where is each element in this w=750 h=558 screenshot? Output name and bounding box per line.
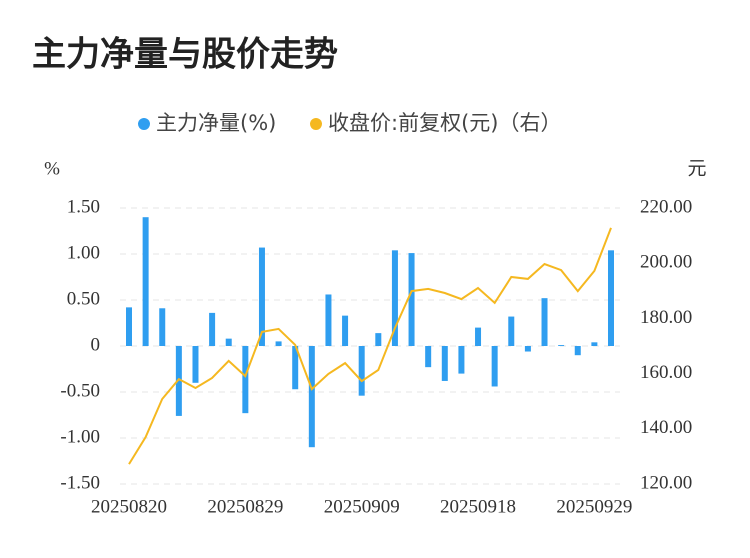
y-tick-label: 0 [91,334,101,355]
bar [242,346,249,414]
bar [292,346,299,390]
bar [541,298,548,346]
bar [192,346,199,383]
bar [358,346,365,396]
legend-swatch [138,118,150,130]
bar [491,346,498,387]
y-tick-label: 1.50 [67,196,100,217]
bar [375,333,382,346]
y-tick-label: -0.50 [60,380,100,401]
bar [159,308,166,346]
y2-tick-label: 160.00 [640,362,692,383]
x-tick-label: 20250829 [207,496,283,517]
legend-swatch [310,118,322,130]
bar [458,346,465,374]
bar [142,217,149,346]
line [128,227,612,465]
x-tick-label: 20250929 [556,496,632,517]
y2-tick-label: 220.00 [640,196,692,217]
x-tick-label: 20250918 [440,496,516,517]
bar [308,346,315,448]
bar [126,307,132,346]
bar [225,338,232,346]
bar [591,342,598,346]
bar [391,250,398,346]
bar [258,247,265,346]
x-tick-label: 20250909 [324,496,400,517]
legend-entry: 收盘价:前复权(元)（右） [328,111,561,135]
y-tick-label: 0.50 [67,288,100,309]
bar [342,315,349,346]
y-axis-label: % [44,158,60,179]
bar [325,294,332,346]
bar [441,346,448,381]
bar [408,253,415,346]
bar [475,327,482,346]
y2-tick-label: 200.00 [640,252,692,273]
legend-entry: 主力净量(%) [156,111,276,135]
bar [175,346,182,416]
bar [209,312,216,346]
y2-tick-label: 140.00 [640,417,692,438]
y2-axis-label: 元 [687,158,706,179]
bar [275,341,282,346]
bar [524,346,531,352]
bar [608,250,614,346]
bar [425,346,432,368]
x-tick-label: 20250820 [91,496,167,517]
bar [508,316,515,346]
bar [574,346,581,356]
y2-tick-label: 120.00 [640,472,692,493]
y-tick-label: 1.00 [67,242,100,263]
y-tick-label: -1.00 [60,426,100,447]
bar [558,345,565,346]
chart-title: 主力净量与股价走势 [32,35,338,75]
y2-tick-label: 180.00 [640,307,692,328]
y-tick-label: -1.50 [60,472,100,493]
